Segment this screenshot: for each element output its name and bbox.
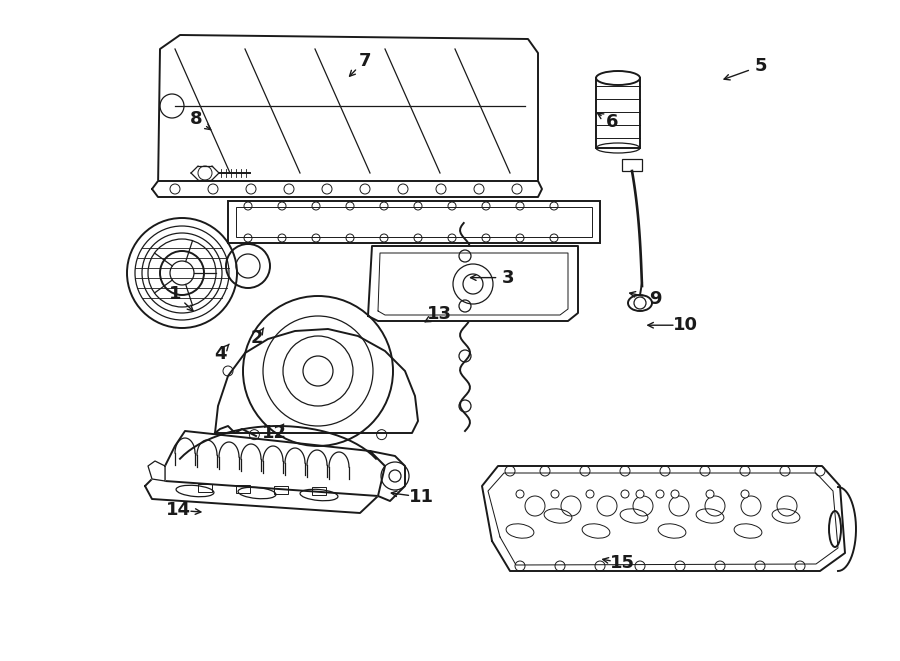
Ellipse shape: [596, 71, 640, 85]
Text: 3: 3: [502, 268, 515, 287]
Text: 13: 13: [427, 305, 452, 323]
Circle shape: [398, 184, 408, 194]
Polygon shape: [165, 431, 388, 496]
Polygon shape: [482, 466, 845, 571]
Text: 2: 2: [250, 329, 263, 348]
Text: 1: 1: [169, 285, 182, 303]
Polygon shape: [145, 466, 378, 513]
Circle shape: [246, 184, 256, 194]
Text: 12: 12: [262, 424, 287, 442]
Circle shape: [516, 490, 524, 498]
Bar: [236, 485, 250, 493]
Text: 5: 5: [754, 57, 767, 75]
Circle shape: [170, 184, 180, 194]
Circle shape: [621, 490, 629, 498]
Bar: [228, 201, 600, 243]
Bar: [596, 78, 640, 148]
Circle shape: [512, 184, 522, 194]
Bar: [312, 487, 326, 495]
Text: 11: 11: [409, 488, 434, 506]
Circle shape: [436, 184, 446, 194]
Circle shape: [706, 490, 714, 498]
Polygon shape: [370, 451, 405, 501]
Circle shape: [284, 184, 294, 194]
Text: 9: 9: [649, 290, 662, 308]
Circle shape: [636, 490, 644, 498]
Text: 6: 6: [606, 113, 618, 132]
Polygon shape: [215, 329, 418, 433]
Bar: [622, 159, 642, 171]
Text: 7: 7: [358, 52, 371, 70]
Text: 15: 15: [610, 554, 635, 572]
Circle shape: [208, 184, 218, 194]
Text: 14: 14: [166, 501, 191, 520]
Text: 8: 8: [190, 110, 203, 128]
Bar: [236, 207, 592, 237]
Circle shape: [671, 490, 679, 498]
Circle shape: [474, 184, 484, 194]
Circle shape: [322, 184, 332, 194]
Circle shape: [360, 184, 370, 194]
Circle shape: [551, 490, 559, 498]
Polygon shape: [158, 35, 538, 189]
Circle shape: [656, 490, 664, 498]
Polygon shape: [368, 246, 578, 321]
Polygon shape: [148, 461, 165, 481]
Text: 10: 10: [673, 316, 698, 334]
Polygon shape: [152, 181, 542, 197]
Circle shape: [741, 490, 749, 498]
Circle shape: [586, 490, 594, 498]
Text: 4: 4: [214, 344, 227, 363]
Bar: [274, 486, 288, 494]
Bar: [198, 484, 212, 492]
